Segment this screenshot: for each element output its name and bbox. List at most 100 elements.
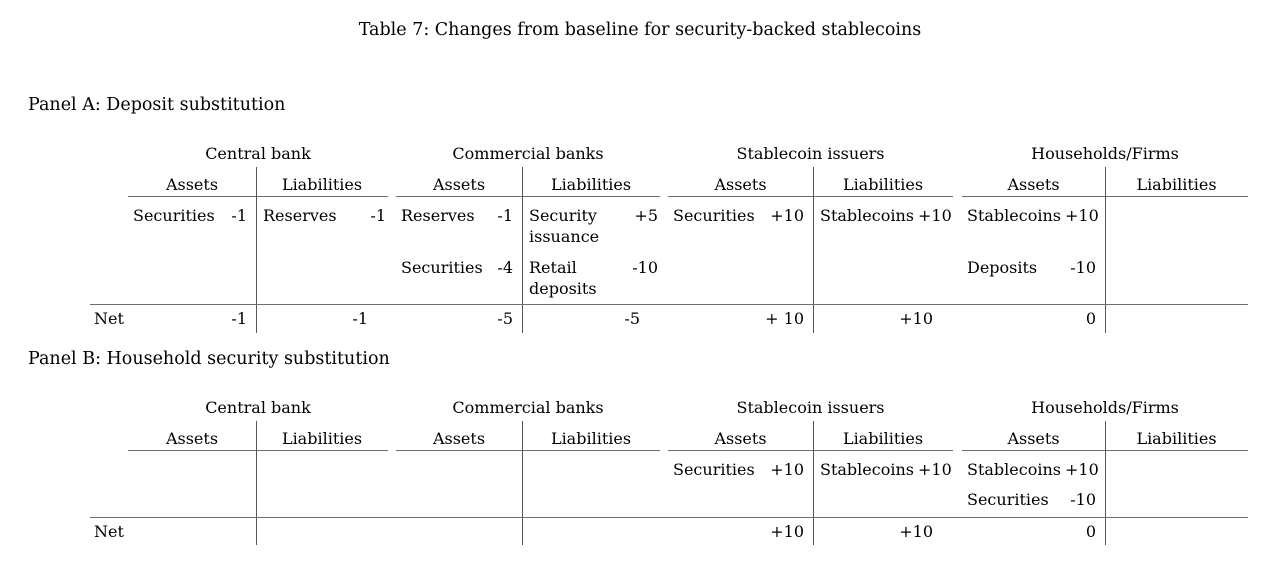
assets-header: Assets <box>1007 429 1060 448</box>
entry-item: Deposits <box>967 258 1038 277</box>
assets-liabilities-divider <box>1105 421 1106 545</box>
assets-liabilities-divider <box>522 167 523 333</box>
net-value-assets: +10 <box>770 522 804 541</box>
assets-liabilities-divider <box>256 167 257 333</box>
panel-a-label: Panel A: Deposit substitution <box>28 95 286 115</box>
header-underline <box>668 450 953 451</box>
table-title: Table 7: Changes from baseline for secur… <box>358 20 922 40</box>
group-commercial-banks-b: Commercial banks Assets Liabilities <box>396 398 660 548</box>
group-households-firms-b: Households/Firms Assets Liabilities Stab… <box>962 398 1248 548</box>
entry-item: Security issuance <box>529 206 600 246</box>
assets-header: Assets <box>1007 175 1060 194</box>
asset-entry: Deposits -10 <box>967 257 1096 278</box>
net-value-liabilities: -5 <box>624 309 640 328</box>
asset-entry: Stablecoins +10 <box>967 459 1099 480</box>
assets-header: Assets <box>165 429 219 448</box>
asset-entry: Securities +10 <box>673 459 804 480</box>
entry-value: +10 <box>1064 206 1099 225</box>
entry-item: Reserves <box>401 206 475 225</box>
group-name: Stablecoin issuers <box>736 144 885 163</box>
liability-entry: Stablecoins +10 <box>820 459 952 480</box>
assets-liabilities-divider <box>813 421 814 545</box>
entry-item: Reserves <box>263 206 337 225</box>
assets-header: Assets <box>714 429 767 448</box>
entry-value: -10 <box>632 258 658 277</box>
entry-item: Securities <box>967 490 1049 509</box>
liabilities-header: Liabilities <box>842 175 924 194</box>
assets-liabilities-divider <box>522 421 523 545</box>
net-value-assets: -5 <box>497 309 513 328</box>
liabilities-header: Liabilities <box>550 175 632 194</box>
group-central-bank-b: Central bank Assets Liabilities <box>128 398 388 548</box>
assets-header: Assets <box>432 429 486 448</box>
group-households-firms-a: Households/Firms Assets Liabilities Stab… <box>962 144 1248 334</box>
asset-entry: Reserves -1 <box>401 205 513 226</box>
liabilities-header: Liabilities <box>1136 175 1217 194</box>
group-stablecoin-issuers-a: Stablecoin issuers Assets Liabilities Se… <box>668 144 953 334</box>
entry-item: Securities <box>673 460 755 479</box>
entry-value: -1 <box>497 206 513 225</box>
assets-header: Assets <box>165 175 219 194</box>
entry-item: Stablecoins <box>820 206 914 225</box>
asset-entry: Securities -10 <box>967 489 1096 510</box>
entry-value: -10 <box>1070 490 1096 509</box>
net-value-assets: 0 <box>1085 309 1096 328</box>
liabilities-header: Liabilities <box>1136 429 1217 448</box>
entry-value: +5 <box>634 206 658 225</box>
group-name: Households/Firms <box>1031 398 1179 417</box>
group-central-bank-a: Central bank Assets Liabilities Securiti… <box>128 144 388 334</box>
asset-entry: Stablecoins +10 <box>967 205 1099 226</box>
liabilities-header: Liabilities <box>842 429 924 448</box>
liabilities-header: Liabilities <box>281 429 363 448</box>
group-name: Commercial banks <box>452 144 604 163</box>
panel-b-label: Panel B: Household security substitution <box>28 349 390 369</box>
group-name: Stablecoin issuers <box>736 398 885 417</box>
header-underline <box>396 450 660 451</box>
asset-entry: Securities -1 <box>133 205 247 226</box>
entry-value: +10 <box>1064 460 1099 479</box>
header-underline <box>668 196 953 197</box>
entry-value: -4 <box>497 258 513 277</box>
entry-item: Stablecoins <box>967 206 1061 225</box>
entry-item: Retail deposits <box>529 258 597 298</box>
liabilities-header: Liabilities <box>281 175 363 194</box>
net-value-assets: -1 <box>231 309 247 328</box>
net-rule <box>90 304 1248 305</box>
net-value-assets: + 10 <box>765 309 804 328</box>
group-commercial-banks-a: Commercial banks Assets Liabilities Rese… <box>396 144 660 334</box>
net-value-liabilities: -1 <box>352 309 368 328</box>
net-value-liabilities: +10 <box>899 309 933 328</box>
net-label: Net <box>94 522 124 541</box>
liability-entry: Security issuance +5 <box>529 205 658 247</box>
group-name: Central bank <box>205 398 311 417</box>
asset-entry: Securities -4 <box>401 257 513 278</box>
group-name: Commercial banks <box>452 398 604 417</box>
group-name: Central bank <box>205 144 311 163</box>
header-underline <box>128 196 388 197</box>
assets-liabilities-divider <box>1105 167 1106 333</box>
liability-entry: Retail deposits -10 <box>529 257 658 299</box>
entry-value: -10 <box>1070 258 1096 277</box>
group-stablecoin-issuers-b: Stablecoin issuers Assets Liabilities Se… <box>668 398 953 548</box>
net-rule <box>90 517 1248 518</box>
assets-header: Assets <box>714 175 767 194</box>
assets-header: Assets <box>432 175 486 194</box>
group-name: Households/Firms <box>1031 144 1179 163</box>
entry-value: +10 <box>770 206 804 225</box>
entry-item: Stablecoins <box>967 460 1061 479</box>
entry-item: Stablecoins <box>820 460 914 479</box>
net-value-liabilities: +10 <box>899 522 933 541</box>
entry-value: +10 <box>917 206 952 225</box>
header-underline <box>128 450 388 451</box>
net-label: Net <box>94 309 124 328</box>
entry-value: +10 <box>917 460 952 479</box>
entry-item: Securities <box>401 258 483 277</box>
header-underline <box>396 196 660 197</box>
asset-entry: Securities +10 <box>673 205 804 226</box>
liability-entry: Reserves -1 <box>263 205 386 226</box>
liabilities-header: Liabilities <box>550 429 632 448</box>
entry-value: -1 <box>231 206 247 225</box>
liability-entry: Stablecoins +10 <box>820 205 952 226</box>
assets-liabilities-divider <box>813 167 814 333</box>
